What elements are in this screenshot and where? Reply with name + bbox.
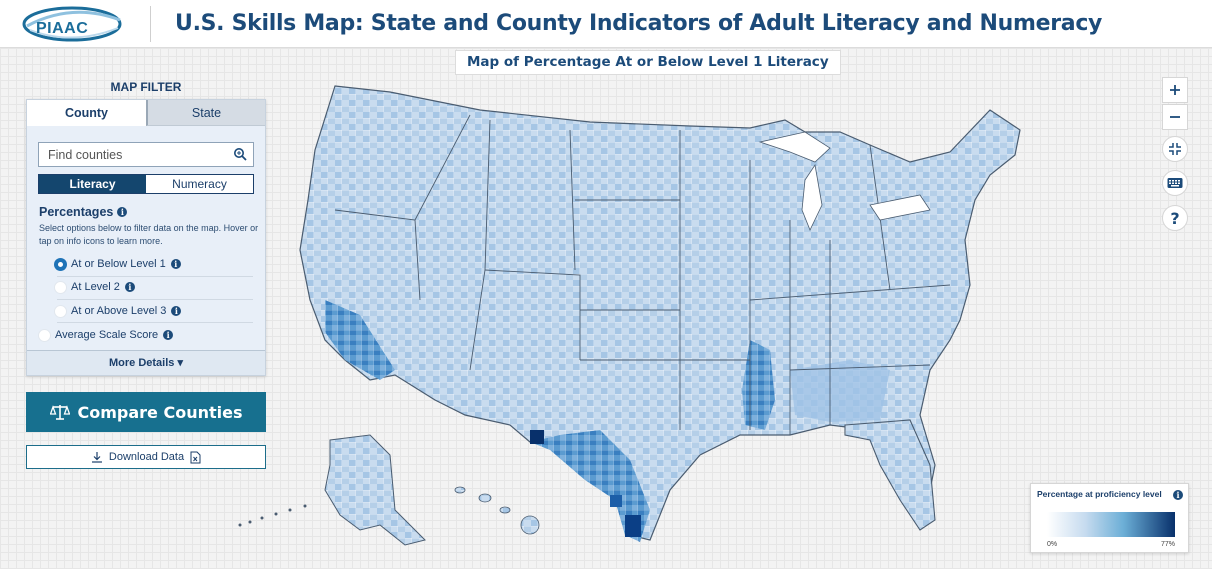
legend-title: Percentage at proficiency level [1037,489,1162,499]
piaac-logo[interactable] [22,6,126,42]
more-details-button[interactable]: More Details ▾ [27,350,265,375]
download-label: Download Data [108,451,185,463]
option-label: At or Above Level 3 [71,305,167,317]
keyboard-button[interactable] [1162,170,1188,196]
percentages-help: Select options below to filter data on t… [39,223,259,246]
tab-state[interactable]: State [145,100,265,126]
tab-county[interactable]: County [27,100,146,126]
numeracy-button[interactable]: Numeracy [146,175,253,193]
county-highlight[interactable] [530,430,544,444]
legend-min: 0% [1047,541,1058,548]
header-divider [150,6,151,42]
search-icon[interactable] [233,147,247,161]
excel-file-icon [190,451,201,463]
divider [57,322,253,323]
legend-max: 77% [1161,541,1176,548]
county-highlight[interactable] [625,515,641,537]
radio-icon[interactable] [55,305,66,317]
percentages-title: Percentages i [39,205,128,219]
county-search [38,142,254,167]
more-details-label: More Details [108,357,175,369]
caret-down-icon: ▾ [177,357,183,369]
zoom-in-button[interactable] [1162,77,1188,103]
texas-border-region[interactable] [530,430,650,542]
balance-scale-icon [49,405,70,420]
option-average-scale-score[interactable]: Average Scale Score i [39,329,174,341]
option-label: Average Scale Score [55,329,159,341]
lake-michigan [801,163,823,231]
collapse-icon [1169,143,1181,155]
option-below-level1[interactable]: At or Below Level 1 i [55,258,181,270]
radio-icon[interactable] [55,281,66,293]
info-icon[interactable]: i [163,330,174,340]
info-icon[interactable]: i [124,282,135,292]
subject-toggle: Literacy Numeracy [38,174,254,194]
map-filter-panel: County State Literacy Numeracy Percentag… [26,99,266,376]
great-lakes [758,131,831,163]
page-title: U.S. Skills Map: State and County Indica… [175,11,1103,36]
logo-text: PIAAC [36,20,89,37]
state-boundaries [334,114,951,435]
plus-icon [1170,85,1180,95]
zoom-out-button[interactable] [1162,104,1188,130]
info-icon[interactable]: i [1173,490,1183,500]
us-county-map[interactable] [230,70,1030,550]
option-level2[interactable]: At Level 2 i [55,281,135,293]
reset-view-button[interactable] [1162,136,1188,162]
map-legend: Percentage at proficiency level i 0% 77% [1030,483,1189,553]
download-icon [91,452,102,463]
question-icon: ? [1170,208,1180,228]
divider [57,276,253,277]
divider [57,299,253,300]
filter-tabs: County State [27,100,265,126]
map-caption: Map of Percentage At or Below Level 1 Li… [455,50,841,75]
keyboard-icon [1167,178,1183,188]
compare-label: Compare Counties [77,402,243,422]
app-header: PIAAC U.S. Skills Map: State and County … [0,0,1212,48]
california-central-region[interactable] [325,300,395,380]
south-central-region[interactable] [790,360,890,422]
aleutian-islands [238,504,307,527]
legend-gradient [1047,512,1175,537]
florida[interactable] [844,419,936,531]
county-highlight[interactable] [610,495,622,507]
info-icon[interactable]: i [170,259,181,269]
map-filter-heading: MAP FILTER [110,80,182,94]
minus-icon [1170,116,1180,118]
option-label: At or Below Level 1 [71,258,166,270]
percentages-label: Percentages [39,205,114,219]
alaska[interactable] [324,434,426,546]
info-icon[interactable]: i [171,306,182,316]
download-data-button[interactable]: Download Data [26,445,266,469]
radio-checked-icon[interactable] [55,258,66,270]
lake-erie [869,194,931,221]
help-button[interactable]: ? [1162,205,1188,231]
radio-icon[interactable] [39,329,50,341]
search-input[interactable] [39,143,229,166]
hawaii[interactable] [454,486,540,535]
info-icon[interactable]: i [117,207,128,217]
option-above-level3[interactable]: At or Above Level 3 i [55,305,182,317]
compare-counties-button[interactable]: Compare Counties [26,392,266,432]
literacy-button[interactable]: Literacy [39,175,146,193]
option-label: At Level 2 [71,281,120,293]
